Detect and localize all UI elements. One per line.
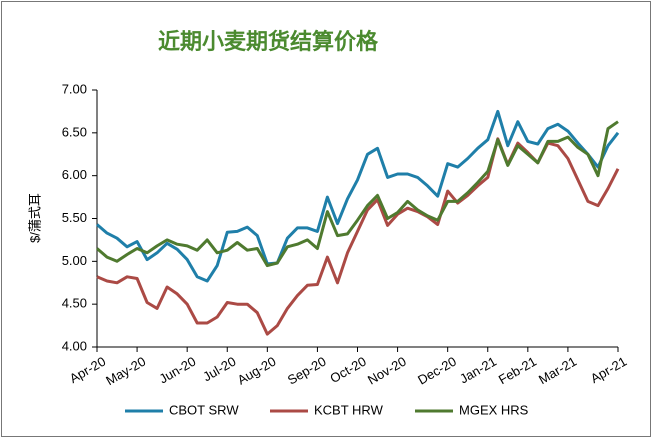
legend-label: KCBT HRW <box>314 402 384 417</box>
series-line <box>96 109 620 283</box>
y-tick-label: 4.00 <box>62 338 87 353</box>
y-tick-label: 7.00 <box>62 81 87 96</box>
chart-title: 近期小麦期货结算价格 <box>158 29 379 54</box>
legend-label: CBOT SRW <box>169 402 239 417</box>
y-tick-label: 5.00 <box>62 253 87 268</box>
y-tick-label: 4.50 <box>62 296 87 311</box>
y-axis-label: $/蒲式耳 <box>27 193 42 243</box>
y-tick-label: 6.00 <box>62 167 87 182</box>
series-line <box>96 120 619 268</box>
y-tick-label: 5.50 <box>62 210 87 225</box>
y-tick-label: 6.50 <box>62 124 87 139</box>
legend-label: MGEX HRS <box>459 402 529 417</box>
